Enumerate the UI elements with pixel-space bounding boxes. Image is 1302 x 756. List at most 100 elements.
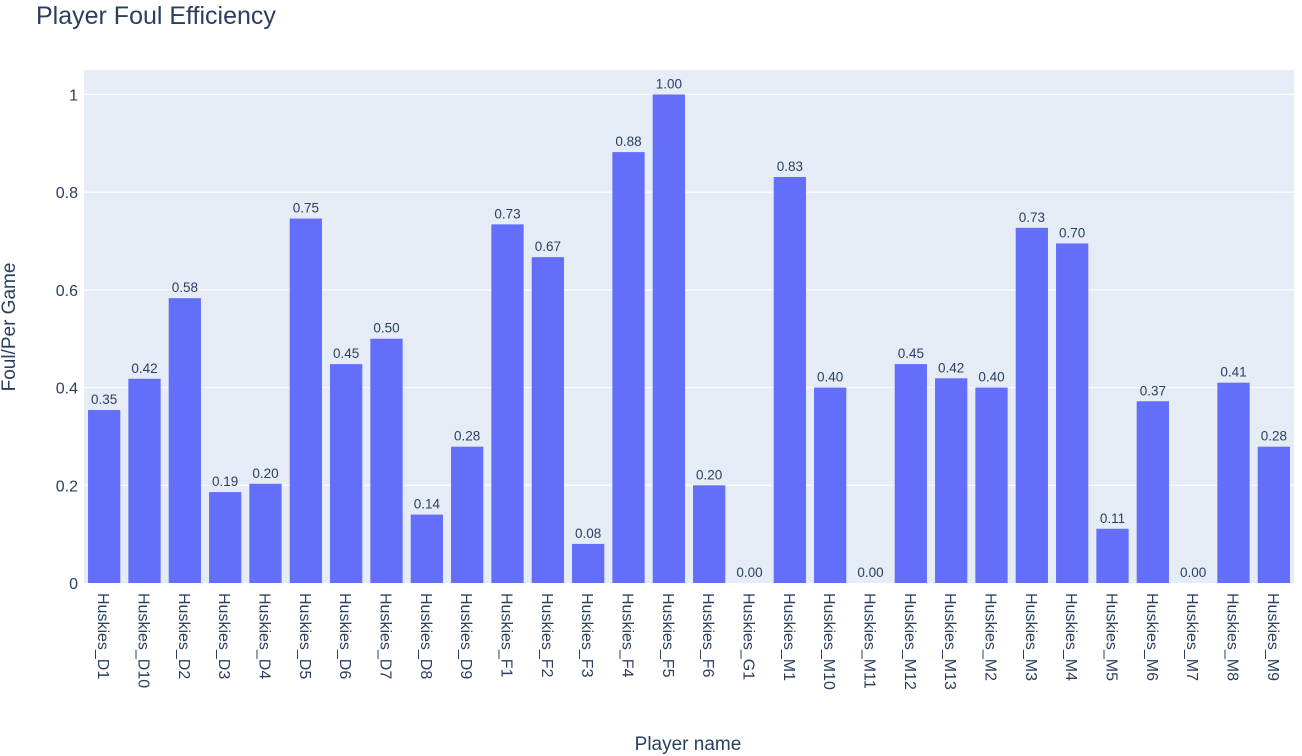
y-tick-label: 0.8 xyxy=(56,185,78,202)
bar-value-label: 0.73 xyxy=(1019,210,1045,225)
bar-Huskies_D7 xyxy=(370,338,403,583)
bar-value-label: 1.00 xyxy=(656,76,682,91)
bar-value-label: 0.45 xyxy=(333,346,359,361)
bar-Huskies_F4 xyxy=(612,152,645,583)
x-tick-label: Huskies_M8 xyxy=(1224,593,1241,681)
x-tick-label: Huskies_M2 xyxy=(982,593,999,681)
bar-value-label: 0.00 xyxy=(1180,565,1206,580)
bar-Huskies_M6 xyxy=(1136,401,1169,583)
bar-value-label: 0.20 xyxy=(252,466,278,481)
bar-value-label: 0.83 xyxy=(777,159,803,174)
y-tick-label: 0 xyxy=(69,576,78,593)
x-tick-label: Huskies_D2 xyxy=(175,593,192,679)
bar-Huskies_M9 xyxy=(1257,446,1290,583)
x-tick-label: Huskies_M3 xyxy=(1022,593,1039,681)
bar-value-label: 0.20 xyxy=(696,467,722,482)
x-tick-label: Huskies_M1 xyxy=(780,593,797,681)
x-tick-label: Huskies_M6 xyxy=(1143,593,1160,681)
x-tick-label: Huskies_F4 xyxy=(619,593,636,678)
x-tick-label: Huskies_D1 xyxy=(94,593,111,679)
bar-Huskies_F2 xyxy=(531,257,564,583)
x-tick-label: Huskies_D10 xyxy=(135,593,152,688)
bar-value-label: 0.40 xyxy=(817,370,843,385)
bar-value-label: 0.28 xyxy=(1261,429,1287,444)
bar-value-label: 0.42 xyxy=(131,361,157,376)
y-tick-label: 0.2 xyxy=(56,478,78,495)
bar-Huskies_F3 xyxy=(572,543,605,583)
bar-Huskies_D6 xyxy=(330,364,363,583)
x-tick-label: Huskies_G1 xyxy=(740,593,757,680)
bar-value-label: 0.42 xyxy=(938,360,964,375)
bar-value-label: 0.73 xyxy=(494,206,520,221)
bar-value-label: 0.19 xyxy=(212,474,238,489)
x-tick-label: Huskies_F3 xyxy=(578,593,595,678)
bar-value-label: 0.37 xyxy=(1140,383,1166,398)
bar-Huskies_D4 xyxy=(249,483,282,583)
y-axis-ticks: 0 0.2 0.4 0.6 0.8 1 xyxy=(56,87,78,593)
bar-Huskies_F1 xyxy=(491,224,524,584)
bar-Huskies_M5 xyxy=(1096,528,1129,583)
bar-Huskies_D2 xyxy=(168,298,201,583)
bar-value-label: 0.35 xyxy=(91,392,117,407)
bar-Huskies_D3 xyxy=(209,492,242,583)
x-tick-label: Huskies_M7 xyxy=(1183,593,1200,681)
bar-Huskies_M4 xyxy=(1056,243,1089,583)
x-tick-label: Huskies_M10 xyxy=(820,593,837,690)
x-tick-label: Huskies_D7 xyxy=(377,593,394,679)
x-tick-label: Huskies_M12 xyxy=(901,593,918,690)
x-tick-label: Huskies_D5 xyxy=(296,593,313,679)
y-tick-label: 0.4 xyxy=(56,381,78,398)
x-tick-label: Huskies_M11 xyxy=(861,593,878,689)
x-tick-label: Huskies_D3 xyxy=(215,593,232,679)
bar-Huskies_M10 xyxy=(814,387,847,583)
x-tick-label: Huskies_M9 xyxy=(1264,593,1281,681)
chart-title: Player Foul Efficiency xyxy=(36,2,276,30)
bar-value-label: 0.88 xyxy=(615,134,641,149)
bar-Huskies_D8 xyxy=(410,514,443,583)
x-tick-label: Huskies_F5 xyxy=(659,593,676,678)
bar-value-label: 0.28 xyxy=(454,429,480,444)
bar-value-label: 0.11 xyxy=(1100,511,1125,526)
bar-Huskies_M8 xyxy=(1217,382,1250,583)
x-tick-label: Huskies_M4 xyxy=(1062,593,1079,681)
y-axis-title: Foul/Per Game xyxy=(0,263,20,392)
bar-Huskies_M2 xyxy=(975,387,1008,583)
x-tick-label: Huskies_M5 xyxy=(1103,593,1120,681)
x-tick-label: Huskies_D6 xyxy=(336,593,353,679)
bar-Huskies_M3 xyxy=(1015,227,1048,583)
bar-value-label: 0.67 xyxy=(535,239,561,254)
x-tick-label: Huskies_D9 xyxy=(457,593,474,679)
y-tick-label: 1 xyxy=(69,87,78,104)
bar-value-label: 0.08 xyxy=(575,526,601,541)
x-tick-label: Huskies_F1 xyxy=(498,593,515,678)
bar-Huskies_D9 xyxy=(451,446,484,583)
bar-value-labels: 0.35 0.42 0.58 0.19 0.20 0.75 0.45 0.50 0.14 0.28… xyxy=(91,76,1287,580)
x-tick-label: Huskies_F2 xyxy=(538,593,555,678)
x-tick-label: Huskies_F6 xyxy=(699,593,716,678)
bar-value-label: 0.45 xyxy=(898,346,924,361)
gridlines xyxy=(84,93,1294,486)
bar-Huskies_F6 xyxy=(693,485,726,583)
bars xyxy=(88,94,1290,584)
bar-Huskies_D10 xyxy=(128,378,161,583)
bar-value-label: 0.75 xyxy=(293,201,319,216)
bar-value-label: 0.40 xyxy=(978,370,1004,385)
bar-Huskies_D5 xyxy=(289,218,322,584)
bar-value-label: 0.00 xyxy=(857,565,883,580)
x-tick-label: Huskies_M13 xyxy=(941,593,958,690)
bar-value-label: 0.41 xyxy=(1220,365,1246,380)
bar-value-label: 0.70 xyxy=(1059,225,1085,240)
bar-Huskies_M12 xyxy=(894,364,927,583)
bar-value-label: 0.50 xyxy=(373,321,399,336)
bar-Huskies_M1 xyxy=(773,176,806,584)
bar-value-label: 0.58 xyxy=(172,280,198,295)
x-tick-label: Huskies_D4 xyxy=(256,593,273,679)
x-tick-label: Huskies_D8 xyxy=(417,593,434,679)
plot-area xyxy=(84,70,1294,583)
bar-value-label: 0.14 xyxy=(414,497,441,512)
y-tick-label: 0.6 xyxy=(56,283,78,300)
x-axis-ticks: Huskies_D1 Huskies_D10 Huskies_D2 Huskies_D… xyxy=(94,593,1281,690)
bar-Huskies_M13 xyxy=(935,378,968,583)
x-axis-title: Player name xyxy=(635,734,742,755)
